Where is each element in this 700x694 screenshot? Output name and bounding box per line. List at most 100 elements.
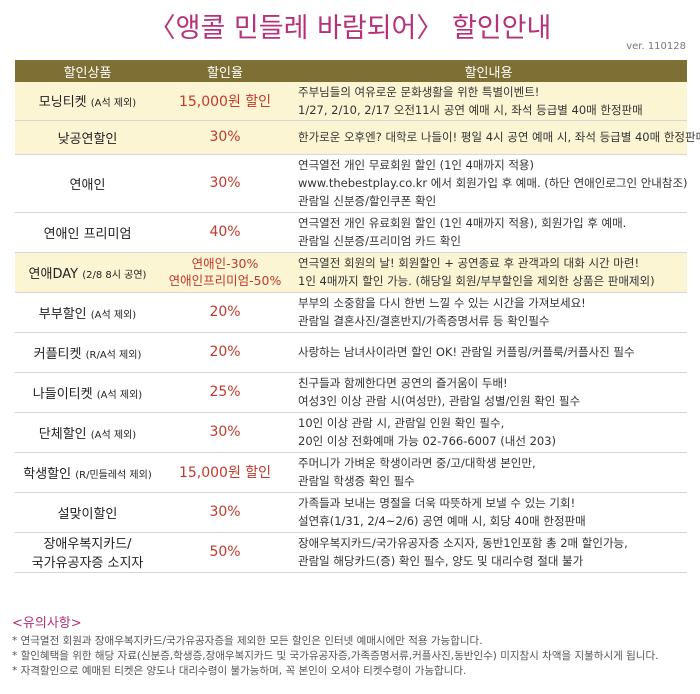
info-cell: 가족들과 보내는 명절을 더욱 따뜻하게 보낼 수 있는 기회! 설연휴(1/31… — [290, 492, 687, 533]
rate-cell: 30% — [160, 120, 290, 155]
rate-value: 30% — [209, 175, 241, 191]
info-line: 10인 이상 관람 시, 관람일 인원 확인 필수, — [298, 416, 505, 430]
rate-cell: 연애인-30% 연애인프리미엄-50% — [160, 252, 290, 293]
product-note: (R/A석 제외) — [85, 349, 142, 361]
rate-cell: 25% — [160, 372, 290, 413]
table-row: 커플티켓 (R/A석 제외) 20% 사랑하는 남녀사이라면 할인 OK! 관람일 … — [15, 332, 687, 373]
product-note: (A석 제외) — [90, 98, 137, 110]
info-line: 관람일 신분증/프리미엄 카드 확인 — [298, 234, 461, 248]
product-note: (A석 제외) — [90, 309, 137, 321]
info-line: 1/27, 2/10, 2/17 오전11시 공연 예매 시, 좌석 등급별 4… — [298, 102, 643, 117]
table-row: 낮공연할인 30% 한가로운 오후엔? 대학로 나들이! 평일 4시 공연 예매 시… — [15, 120, 700, 155]
table-row: 설맞이할인 30% 가족들과 보내는 명절을 더욱 따뜻하게 보낼 수 있는 기회!… — [15, 492, 687, 533]
product-name-cell: 연애인 프리미엄 — [15, 212, 160, 253]
info-line: 1인 4매까지 할인 가능. (해당일 회원/부부할인을 제외한 상품은 판매제… — [298, 274, 655, 288]
product-name-cell: 연애DAY (2/8 8시 공연) — [15, 252, 160, 293]
table-row: 장애우복지카드/국가유공자증 소지자 50% 장애우복지카드/국가유공자증 소지자,… — [15, 532, 687, 573]
rate-value: 연애인-30% — [191, 256, 259, 271]
product-name: 장애우복지카드/ — [43, 537, 132, 552]
product-name-cell: 설맞이할인 — [15, 492, 160, 533]
rate-value: 30% — [209, 424, 241, 440]
product-name: 부부할인 — [38, 306, 87, 322]
info-line: 주머니가 가벼운 학생이라면 중/고/대학생 본인만, — [298, 456, 536, 470]
rate-value: 30% — [209, 504, 241, 520]
info-cell: 장애우복지카드/국가유공자증 소지자, 동반1인포함 총 2매 할인가능, 관람일… — [290, 532, 687, 573]
info-cell: 친구들과 함께한다면 공연의 즐거움이 두배! 여성3인 이상 관람 시(여성만)… — [290, 372, 687, 413]
info-cell: 사랑하는 남녀사이라면 할인 OK! 관람일 커플링/커플룩/커플사진 필수 — [290, 332, 687, 373]
table-row: 연애인 프리미엄 40% 연극열전 개인 유료회원 할인 (1인 4매까지 적용),… — [15, 212, 687, 253]
product-name-cell: 모닝티켓 (A석 제외) — [15, 82, 160, 121]
rate-cell: 20% — [160, 332, 290, 373]
product-name-cell: 나들이티켓 (A석 제외) — [15, 372, 160, 413]
info-line: 여성3인 이상 관람 시(여성만), 관람일 성별/인원 확인 필수 — [298, 394, 581, 408]
product-name: 연애DAY — [28, 266, 79, 282]
discount-table: 할인상품 할인율 할인내용 모닝티켓 (A석 제외) 15,000원 할인 주부님들… — [15, 60, 700, 573]
info-line: 연극열전 개인 유료회원 할인 (1인 4매까지 적용), 회원가입 후 예매. — [298, 216, 627, 230]
rate-cell: 20% — [160, 292, 290, 333]
info-cell: 10인 이상 관람 시, 관람일 인원 확인 필수, 20인 이상 전화예매 가능… — [290, 412, 687, 453]
rate-cell: 50% — [160, 532, 290, 573]
product-name-cell: 학생할인 (R/민들레석 제외) — [15, 452, 160, 493]
product-name: 커플티켓 — [33, 346, 82, 362]
rate-cell: 15,000원 할인 — [160, 452, 290, 493]
info-line: 사랑하는 남녀사이라면 할인 OK! 관람일 커플링/커플룩/커플사진 필수 — [298, 345, 635, 359]
table-row: 학생할인 (R/민들레석 제외) 15,000원 할인 주머니가 가벼운 학생이라면… — [15, 452, 687, 493]
info-cell: 연극열전 회원의 날! 회원할인 + 공연종료 후 관객과의 대화 시간 마련!… — [290, 252, 687, 293]
product-name: 연애인 프리미엄 — [43, 226, 132, 242]
rate-value: 50% — [209, 544, 241, 560]
info-line: 관람일 학생증 확인 필수 — [298, 474, 415, 488]
info-line: 연극열전 회원의 날! 회원할인 + 공연종료 후 관객과의 대화 시간 마련! — [298, 256, 640, 270]
rate-value: 20% — [209, 304, 241, 320]
version-label: ver. 110128 — [626, 41, 686, 52]
product-name: 설맞이할인 — [57, 506, 118, 522]
rate-cell: 30% — [160, 154, 290, 213]
table-row: 모닝티켓 (A석 제외) 15,000원 할인 주부님들의 여유로운 문화생활을 위… — [15, 82, 687, 121]
table-row: 연애인 30% 연극열전 개인 무료회원 할인 (1인 4매까지 적용) www.th… — [15, 154, 688, 213]
table-row: 연애DAY (2/8 8시 공연) 연애인-30% 연애인프리미엄-50% 연극열전 … — [15, 252, 687, 293]
rate-cell: 30% — [160, 412, 290, 453]
info-line: 관람일 해당카드(증) 확인 필수, 양도 및 대리수령 절대 불가 — [298, 554, 584, 568]
rate-value: 25% — [209, 384, 241, 400]
info-line: 한가로운 오후엔? 대학로 나들이! 평일 4시 공연 예매 시, 좌석 등급별… — [298, 130, 700, 144]
table-row: 나들이티켓 (A석 제외) 25% 친구들과 함께한다면 공연의 즐거움이 두배! 여… — [15, 372, 687, 413]
rate-value: 40% — [209, 224, 241, 240]
info-line: www.thebestplay.co.kr 에서 회원가입 후 예매. (하단 … — [298, 176, 688, 190]
info-line: 관람일 결혼사진/결혼반지/가족증명서류 등 확인필수 — [298, 314, 550, 328]
info-cell: 연극열전 개인 유료회원 할인 (1인 4매까지 적용), 회원가입 후 예매.… — [290, 212, 687, 253]
info-line: 주부님들의 여유로운 문화생활을 위한 특별이벤트! — [298, 84, 540, 99]
info-line: 장애우복지카드/국가유공자증 소지자, 동반1인포함 총 2매 할인가능, — [298, 536, 628, 550]
product-name: 단체할인 — [38, 426, 87, 442]
info-line: 20인 이상 전화예매 가능 02-766-6007 (내선 203) — [298, 434, 557, 448]
product-name: 나들이티켓 — [32, 386, 93, 402]
rate-cell: 30% — [160, 492, 290, 533]
info-cell: 부부의 소중함을 다시 한번 느낄 수 있는 시간을 가져보세요! 관람일 결혼사… — [290, 292, 687, 333]
info-cell: 연극열전 개인 무료회원 할인 (1인 4매까지 적용) www.thebestp… — [290, 154, 688, 213]
info-line: 가족들과 보내는 명절을 더욱 따뜻하게 보낼 수 있는 기회! — [298, 496, 576, 510]
product-note: (2/8 8시 공연) — [82, 269, 147, 281]
info-cell: 한가로운 오후엔? 대학로 나들이! 평일 4시 공연 예매 시, 좌석 등급별… — [290, 120, 700, 155]
notes-heading: <유의사항> — [12, 616, 82, 631]
product-name: 학생할인 — [23, 466, 72, 482]
table-header-row: 할인상품 할인율 할인내용 — [15, 60, 687, 82]
product-name-cell: 장애우복지카드/국가유공자증 소지자 — [15, 532, 160, 573]
header-content: 할인내용 — [290, 60, 687, 82]
header-product: 할인상품 — [15, 60, 160, 82]
rate-value: 20% — [209, 344, 241, 360]
rate-value-2: 연애인프리미엄-50% — [168, 273, 282, 288]
product-name-cell: 연애인 — [15, 154, 160, 213]
product-note: (A석 제외) — [90, 429, 137, 441]
info-line: 친구들과 함께한다면 공연의 즐거움이 두배! — [298, 376, 508, 390]
info-line: 관람일 신분증/할인쿠폰 확인 — [298, 194, 437, 208]
rate-cell: 15,000원 할인 — [160, 82, 290, 121]
info-line: 부부의 소중함을 다시 한번 느낄 수 있는 시간을 가져보세요! — [298, 296, 586, 310]
product-name-cell: 단체할인 (A석 제외) — [15, 412, 160, 453]
page-title: 〈앵콜 민들레 바람되어〉 할인안내 — [148, 13, 552, 44]
product-name-cell: 부부할인 (A석 제외) — [15, 292, 160, 333]
note-line: * 연극열전 회원과 장애우복지카드/국가유공자증을 제외한 모든 할인은 인터… — [12, 635, 483, 647]
rate-cell: 40% — [160, 212, 290, 253]
info-line: 설연휴(1/31, 2/4~2/6) 공연 예매 시, 회당 40매 한정판매 — [298, 514, 586, 528]
product-name-cell: 커플티켓 (R/A석 제외) — [15, 332, 160, 373]
product-note: (A석 제외) — [96, 389, 143, 401]
product-name: 낮공연할인 — [57, 131, 118, 147]
product-name-line2: 국가유공자증 소지자 — [31, 556, 144, 571]
